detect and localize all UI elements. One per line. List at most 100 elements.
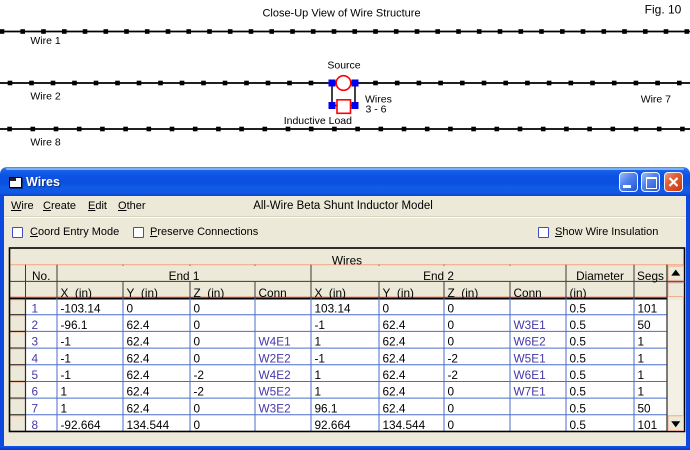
svg-text:0: 0: [194, 418, 201, 432]
svg-text:1: 1: [315, 368, 322, 382]
svg-text:-1: -1: [61, 368, 72, 382]
svg-text:0: 0: [127, 301, 134, 315]
svg-text:62.4: 62.4: [127, 335, 150, 349]
svg-text:0.5: 0.5: [570, 368, 587, 382]
svg-text:-2: -2: [448, 351, 459, 365]
svg-text:1: 1: [638, 368, 645, 382]
svg-text:101: 101: [638, 418, 658, 432]
svg-text:W5E2: W5E2: [259, 385, 291, 399]
svg-text:1: 1: [315, 385, 322, 399]
svg-text:62.4: 62.4: [127, 385, 150, 399]
svg-text:0: 0: [448, 318, 455, 332]
svg-text:Wire 7: Wire 7: [641, 94, 671, 106]
svg-text:134.544: 134.544: [383, 418, 426, 432]
svg-text:101: 101: [638, 301, 658, 315]
svg-text:-2: -2: [194, 385, 205, 399]
svg-text:0: 0: [448, 401, 455, 415]
svg-text:62.4: 62.4: [383, 335, 406, 349]
svg-text:Wire 2: Wire 2: [30, 91, 60, 103]
svg-text:Wires: Wires: [332, 253, 362, 267]
svg-text:0.5: 0.5: [570, 301, 587, 315]
svg-text:Source: Source: [327, 60, 360, 72]
svg-text:W5E1: W5E1: [514, 351, 546, 365]
svg-text:-1: -1: [61, 351, 72, 365]
svg-text:-2: -2: [194, 368, 205, 382]
svg-text:62.4: 62.4: [127, 351, 150, 365]
svg-text:62.4: 62.4: [127, 368, 150, 382]
svg-text:1: 1: [32, 301, 39, 315]
svg-text:62.4: 62.4: [383, 368, 406, 382]
svg-text:(in): (in): [570, 286, 587, 300]
svg-text:No.: No.: [32, 269, 50, 283]
svg-text:W3E2: W3E2: [259, 401, 291, 415]
svg-text:2: 2: [32, 318, 39, 332]
svg-text:0.5: 0.5: [570, 335, 587, 349]
svg-text:W4E2: W4E2: [259, 368, 291, 382]
svg-text:Y (in): Y (in): [383, 286, 415, 300]
svg-text:0.5: 0.5: [570, 418, 587, 432]
svg-text:96.1: 96.1: [315, 401, 338, 415]
svg-text:0: 0: [448, 418, 455, 432]
svg-text:3 - 6: 3 - 6: [366, 104, 387, 116]
svg-text:W6E1: W6E1: [514, 368, 546, 382]
svg-text:Diameter: Diameter: [576, 269, 624, 283]
svg-text:-2: -2: [448, 368, 459, 382]
svg-text:134.544: 134.544: [127, 418, 170, 432]
svg-text:-1: -1: [315, 351, 326, 365]
svg-text:Wires: Wires: [365, 94, 392, 106]
svg-text:-103.14: -103.14: [61, 301, 101, 315]
svg-text:Z (in): Z (in): [448, 286, 479, 300]
svg-text:Segs: Segs: [637, 269, 664, 283]
svg-text:103.14: 103.14: [315, 301, 352, 315]
svg-text:0.5: 0.5: [570, 401, 587, 415]
svg-text:0: 0: [194, 351, 201, 365]
svg-text:-92.664: -92.664: [61, 418, 101, 432]
svg-text:0: 0: [448, 301, 455, 315]
svg-text:Close-Up View of Wire Structur: Close-Up View of Wire Structure: [262, 7, 420, 19]
svg-text:0: 0: [194, 335, 201, 349]
svg-text:0: 0: [448, 335, 455, 349]
svg-text:-96.1: -96.1: [61, 318, 88, 332]
svg-text:Wire 8: Wire 8: [30, 137, 60, 149]
svg-text:62.4: 62.4: [127, 318, 150, 332]
svg-text:End 2: End 2: [423, 269, 454, 283]
svg-text:6: 6: [32, 385, 39, 399]
svg-text:92.664: 92.664: [315, 418, 352, 432]
svg-text:0: 0: [194, 401, 201, 415]
svg-text:Wire 1: Wire 1: [30, 35, 60, 47]
svg-text:W2E2: W2E2: [259, 351, 291, 365]
svg-text:0: 0: [194, 318, 201, 332]
svg-text:W4E1: W4E1: [259, 335, 291, 349]
svg-text:Inductive Load: Inductive Load: [284, 115, 352, 127]
svg-text:62.4: 62.4: [383, 318, 406, 332]
svg-text:-1: -1: [61, 335, 72, 349]
svg-text:W7E1: W7E1: [514, 385, 546, 399]
svg-text:62.4: 62.4: [383, 385, 406, 399]
svg-text:Fig. 10: Fig. 10: [645, 3, 682, 17]
svg-text:3: 3: [32, 335, 39, 349]
svg-text:50: 50: [638, 318, 652, 332]
svg-text:Y (in): Y (in): [127, 286, 159, 300]
svg-text:Conn: Conn: [259, 286, 287, 300]
svg-text:1: 1: [638, 335, 645, 349]
svg-text:W3E1: W3E1: [514, 318, 546, 332]
svg-text:62.4: 62.4: [383, 401, 406, 415]
svg-text:0: 0: [194, 301, 201, 315]
svg-text:-1: -1: [315, 318, 326, 332]
svg-text:W6E2: W6E2: [514, 335, 546, 349]
svg-text:62.4: 62.4: [383, 351, 406, 365]
svg-text:0.5: 0.5: [570, 351, 587, 365]
svg-text:0.5: 0.5: [570, 318, 587, 332]
svg-text:Z (in): Z (in): [194, 286, 225, 300]
svg-text:0: 0: [448, 385, 455, 399]
svg-text:1: 1: [315, 335, 322, 349]
svg-text:X (in): X (in): [61, 286, 93, 300]
svg-text:X (in): X (in): [315, 286, 347, 300]
svg-text:End 1: End 1: [169, 269, 200, 283]
svg-text:1: 1: [638, 351, 645, 365]
svg-text:8: 8: [32, 418, 39, 432]
svg-text:50: 50: [638, 401, 652, 415]
svg-text:5: 5: [32, 368, 39, 382]
svg-text:1: 1: [638, 385, 645, 399]
svg-text:1: 1: [61, 385, 68, 399]
